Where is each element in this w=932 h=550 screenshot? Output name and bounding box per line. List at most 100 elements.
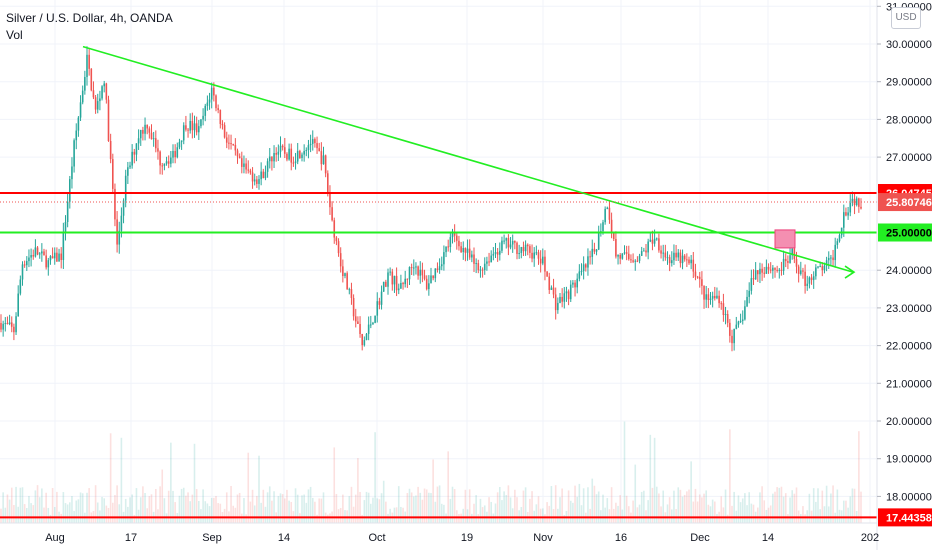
volume-bar [475, 495, 477, 523]
volume-bar [812, 488, 815, 523]
volume-bar [593, 485, 596, 523]
time-tick-label: Nov [533, 532, 553, 544]
volume-bar [686, 491, 688, 523]
candle-body [752, 278, 755, 280]
line-price-badge-bg [878, 223, 932, 242]
chart-grid [0, 0, 877, 523]
volume-bar [542, 508, 544, 523]
volume-bar [789, 497, 791, 523]
time-axis[interactable]: Aug 17 Sep 14 Oct 19 Nov 16 Dec 14 202 [0, 522, 879, 544]
candle-body [574, 282, 576, 288]
volume-bar [501, 500, 503, 523]
candle-body [247, 169, 250, 171]
candle-body [137, 138, 140, 144]
volume-bar [724, 489, 727, 523]
candle-body [739, 320, 742, 322]
candle-body [623, 252, 626, 254]
volume-bar [580, 505, 583, 523]
candle-body [425, 278, 428, 290]
candle-body [135, 143, 138, 155]
volume-bar [548, 505, 551, 523]
candle-body [64, 221, 67, 233]
candle-body [90, 68, 93, 91]
candle-body [625, 252, 628, 254]
volume-bar [447, 451, 449, 523]
candle-body [651, 239, 654, 244]
volume-bar [23, 504, 26, 523]
candle-body [253, 179, 256, 182]
volume-bar [359, 491, 361, 523]
volume-bar [752, 504, 755, 523]
volume-bar [348, 496, 351, 523]
candle-body [649, 239, 652, 242]
candle-body [318, 148, 320, 152]
candle-body [709, 298, 712, 300]
candle-body [417, 266, 419, 276]
candle-body [578, 271, 581, 279]
volume-bar [264, 506, 267, 523]
volume-bar [62, 492, 65, 523]
volume-bar [757, 507, 759, 523]
candle-body [486, 261, 488, 264]
highlight-box[interactable] [774, 229, 796, 249]
candle-body [832, 257, 834, 261]
volume-bar [477, 514, 480, 523]
candle-body [460, 246, 462, 253]
candle-body [99, 98, 101, 102]
volume-bar [453, 489, 456, 523]
volume-bar [744, 493, 746, 523]
candle-body [32, 255, 35, 257]
candle-body [729, 322, 731, 336]
volume-bar [8, 499, 11, 523]
candle-body [372, 322, 374, 325]
volume-bar [539, 508, 542, 523]
volume-bar [572, 502, 574, 523]
price-axis[interactable]: 31.0000030.0000029.0000028.0000027.00000… [876, 0, 932, 550]
candle-body [716, 295, 718, 299]
candle-body [845, 212, 847, 216]
candle-body [554, 294, 557, 311]
time-tick-label: Oct [368, 532, 385, 544]
candle-body [636, 260, 639, 262]
candle-body [765, 266, 768, 274]
trend-line[interactable] [82, 45, 854, 273]
candle-body [640, 251, 643, 256]
candle-body [38, 253, 41, 255]
candle-body [26, 261, 28, 266]
candle-body [793, 248, 796, 260]
candle-body [213, 87, 215, 96]
volume-bar [107, 507, 110, 523]
candle-body [49, 256, 52, 261]
volume-bar [638, 504, 641, 523]
volume-bar [320, 498, 323, 523]
volume-bar [604, 507, 606, 523]
candle-body [101, 86, 103, 99]
volume-bar [230, 485, 232, 523]
volume-bar [393, 507, 396, 523]
last-price-badge-bg [878, 193, 932, 212]
candle-body [324, 155, 327, 174]
candle-body [352, 297, 355, 317]
volume-bar [643, 490, 645, 523]
candle-body [185, 125, 187, 130]
candle-body [774, 267, 776, 270]
candle-body [658, 238, 660, 251]
volume-bar [167, 490, 170, 523]
candle-body [858, 198, 860, 207]
candle-body [698, 276, 701, 280]
volume-bar [309, 486, 312, 523]
volume-bar [662, 490, 664, 523]
candle-body [733, 328, 735, 344]
candle-body [847, 212, 849, 216]
chart-drawings[interactable] [0, 45, 877, 519]
volume-bar [628, 506, 630, 523]
volume-bar [10, 487, 13, 523]
volume-bar [150, 494, 153, 523]
volume-bar [606, 498, 609, 523]
currency-button[interactable]: USD [891, 7, 921, 29]
volume-bar [711, 499, 714, 523]
volume-bar [2, 492, 4, 523]
candle-body [477, 263, 480, 271]
candle-body [507, 238, 510, 248]
